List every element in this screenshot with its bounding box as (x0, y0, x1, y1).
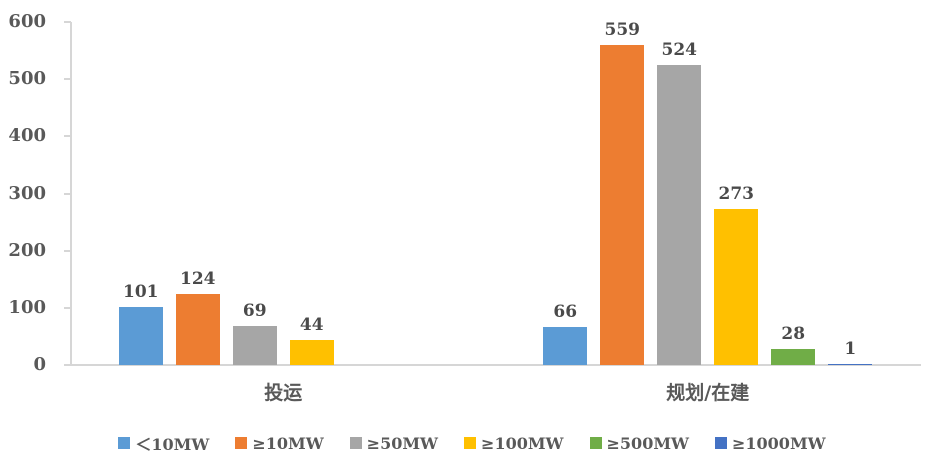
bar-cat0-series1 (175, 294, 220, 365)
bar-value-label: 101 (123, 282, 159, 303)
legend-item: ≥100MW (464, 433, 564, 453)
y-tick-mark (64, 78, 71, 81)
bar-cat1-series5 (828, 364, 873, 365)
legend-label: ≥50MW (366, 433, 439, 453)
y-tick-mark (64, 306, 71, 309)
y-tick-label: 100 (8, 296, 46, 318)
bar-cat0-series0 (118, 307, 163, 365)
bar-cat0-series2 (232, 325, 277, 365)
y-tick-mark (64, 364, 71, 366)
legend-swatch (349, 437, 362, 449)
y-tick-label: 200 (8, 239, 46, 261)
bar-cat1-series3 (714, 208, 759, 365)
y-axis-line (70, 22, 72, 366)
bar-value-label: 559 (604, 20, 641, 41)
legend-swatch (235, 437, 248, 449)
bar-value-label: 44 (299, 314, 324, 335)
bar-value-label: 524 (661, 40, 698, 61)
bar-value-label: 1 (844, 339, 857, 359)
bar-value-label: 66 (553, 302, 578, 323)
bar-value-label: 28 (781, 323, 806, 344)
legend-item: ≥10MW (235, 433, 324, 453)
y-tick-label: 600 (8, 11, 46, 32)
legend-label: ≥500MW (606, 433, 689, 453)
category-label: 投运 (264, 382, 303, 404)
bar-cat1-series2 (657, 65, 702, 365)
bar-value-label: 124 (180, 269, 216, 290)
y-tick-mark (64, 21, 71, 23)
y-tick-label: 400 (8, 125, 46, 147)
legend-label: ≥100MW (481, 433, 564, 453)
bar-cat0-series3 (289, 339, 334, 365)
legend-swatch (464, 437, 477, 449)
legend-item: ≥50MW (349, 433, 439, 453)
y-tick-label: 500 (8, 68, 46, 90)
bar-cat1-series4 (771, 348, 816, 365)
bar-value-label: 69 (242, 300, 267, 321)
y-tick-mark (64, 192, 71, 195)
bar-cat1-series1 (600, 45, 645, 365)
x-axis-line (65, 364, 921, 366)
legend-item: ≥500MW (589, 433, 689, 453)
bar-value-label: 273 (718, 183, 755, 204)
legend-item: ≥1000MW (715, 434, 826, 453)
bar-cat1-series0 (543, 327, 588, 365)
legend-swatch (715, 437, 727, 449)
y-tick-label: 300 (8, 182, 46, 204)
legend-swatch (118, 437, 131, 449)
legend-label: ＜10MW (135, 435, 210, 454)
legend-label: ≥10MW (252, 433, 324, 453)
y-tick-mark (64, 249, 71, 252)
legend-item: ＜10MW (118, 431, 209, 455)
legend: ＜10MW ≥10MW ≥50MW ≥100MW ≥500MW ≥1000MW (0, 431, 944, 455)
category-label: 规划/在建 (666, 382, 750, 404)
y-tick-label: 0 (33, 354, 46, 375)
legend-label: ≥1000MW (732, 433, 826, 453)
y-tick-mark (64, 135, 71, 138)
legend-swatch (589, 437, 602, 449)
